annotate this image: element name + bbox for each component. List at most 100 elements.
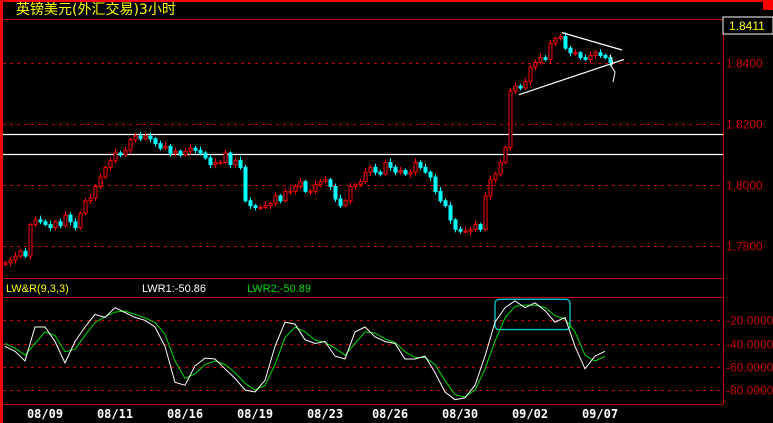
candle-up [3, 262, 8, 265]
candle-down [168, 145, 173, 154]
candle-up [33, 219, 38, 225]
indicator-tick-label: -20.0000 [726, 314, 773, 328]
candle-up [293, 185, 298, 192]
candle-up [413, 161, 418, 173]
date-axis-labels: 08/09 08/11 08/16 08/19 08/23 08/26 08/30 09/02… [27, 407, 618, 421]
candle-down [248, 200, 253, 207]
candle-up [368, 166, 373, 173]
current-price-trace [609, 54, 616, 83]
candle-down [333, 185, 338, 200]
candle-up [123, 149, 128, 156]
candle-up [133, 135, 138, 141]
candle-down [478, 223, 483, 230]
triangle-pattern[interactable] [518, 32, 625, 96]
candle-down [583, 57, 588, 60]
candle-up [523, 81, 528, 89]
candle-down [68, 214, 73, 223]
candle-up [93, 185, 98, 199]
candle-up [223, 152, 228, 163]
candle-up [13, 255, 18, 261]
candle-down [418, 161, 423, 168]
date-tick-label: 08/26 [372, 407, 408, 421]
candle-down [208, 157, 213, 166]
support-resistance-lines[interactable] [3, 133, 723, 156]
candle-up [63, 214, 68, 227]
candle-down [518, 85, 523, 89]
date-tick-label: 08/09 [27, 407, 63, 421]
candle-up [8, 259, 13, 264]
price-tick-label: 1.8200 [726, 118, 763, 132]
candle-up [323, 179, 328, 183]
candle-down [23, 250, 28, 257]
candle-down [243, 166, 248, 202]
candle-up [113, 152, 118, 162]
candle-up [103, 166, 108, 178]
last-price-box [722, 16, 773, 35]
candle-up [83, 200, 88, 214]
date-tick-label: 09/02 [512, 407, 548, 421]
candle-down [228, 152, 233, 166]
lwr1-value: LWR1:-50.86 [142, 283, 206, 295]
candle-up [558, 36, 563, 39]
candle-up [218, 161, 223, 164]
candle-down [393, 166, 398, 173]
last-price: 1.8411 [729, 19, 765, 33]
candle-up [398, 169, 403, 173]
candle-up [268, 203, 273, 207]
candle-down [153, 138, 158, 145]
candle-up [78, 212, 83, 229]
date-tick-label: 08/19 [237, 407, 273, 421]
candle-up [358, 181, 363, 186]
candle-up [273, 195, 278, 205]
candle-up [493, 173, 498, 181]
candle-down [193, 147, 198, 151]
highlight-box [494, 298, 571, 331]
candle-up [498, 161, 503, 175]
candle-down [433, 176, 438, 192]
indicator-lines [4, 298, 606, 401]
candle-down [438, 190, 443, 202]
candle-down [158, 143, 163, 149]
candle-down [48, 223, 53, 229]
candle-up [283, 190, 288, 202]
indicator-axis-labels: -20.0000 -40.0000 -60.0000 -80.0000 [726, 314, 773, 398]
candle-up [488, 179, 493, 197]
date-tick-label: 08/23 [307, 407, 343, 421]
candle-down [603, 54, 608, 59]
corner-button[interactable] [763, 0, 773, 10]
candle-down [458, 228, 463, 232]
candle-up [108, 160, 113, 168]
triangle-upper-line [561, 32, 623, 51]
candle-down [278, 195, 283, 202]
candle-up [588, 54, 593, 60]
candle-up [593, 52, 598, 56]
candle-down [448, 205, 453, 221]
price-axis-labels: 1.8400 1.8200 1.8000 1.7800 [726, 57, 763, 254]
candle-up [363, 171, 368, 183]
candle-up [528, 66, 533, 83]
candle-up [353, 184, 358, 187]
candle-down [58, 221, 63, 227]
candle-up [483, 195, 488, 230]
date-tick-label: 08/11 [97, 407, 133, 421]
candle-down [198, 149, 203, 154]
candle-down [428, 171, 433, 178]
candle-up [548, 42, 553, 60]
price-tick-label: 1.8000 [726, 179, 763, 193]
indicator-tick-label: -40.0000 [726, 338, 773, 352]
candle-up [143, 135, 148, 140]
candle-up [573, 52, 578, 55]
candle-down [378, 171, 383, 175]
candle-up [383, 161, 388, 175]
candlesticks [3, 32, 613, 267]
indicator-tick-label: -80.0000 [726, 384, 773, 398]
candle-up [408, 171, 413, 175]
candle-down [568, 47, 573, 54]
candle-up [553, 37, 558, 44]
candle-up [463, 230, 468, 233]
candle-up [308, 190, 313, 193]
candle-up [53, 221, 58, 229]
chart-title: 英镑美元(外汇交易)3小时 [16, 1, 176, 18]
candle-up [173, 150, 178, 154]
